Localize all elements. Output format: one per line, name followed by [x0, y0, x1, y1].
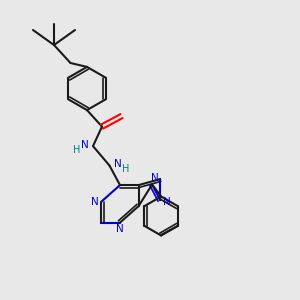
- Text: N: N: [163, 196, 171, 207]
- Text: N: N: [114, 159, 122, 169]
- Text: N: N: [116, 224, 124, 234]
- Text: H: H: [122, 164, 130, 174]
- Text: N: N: [151, 173, 159, 183]
- Text: N: N: [81, 140, 88, 150]
- Text: N: N: [91, 196, 99, 207]
- Text: H: H: [73, 145, 80, 155]
